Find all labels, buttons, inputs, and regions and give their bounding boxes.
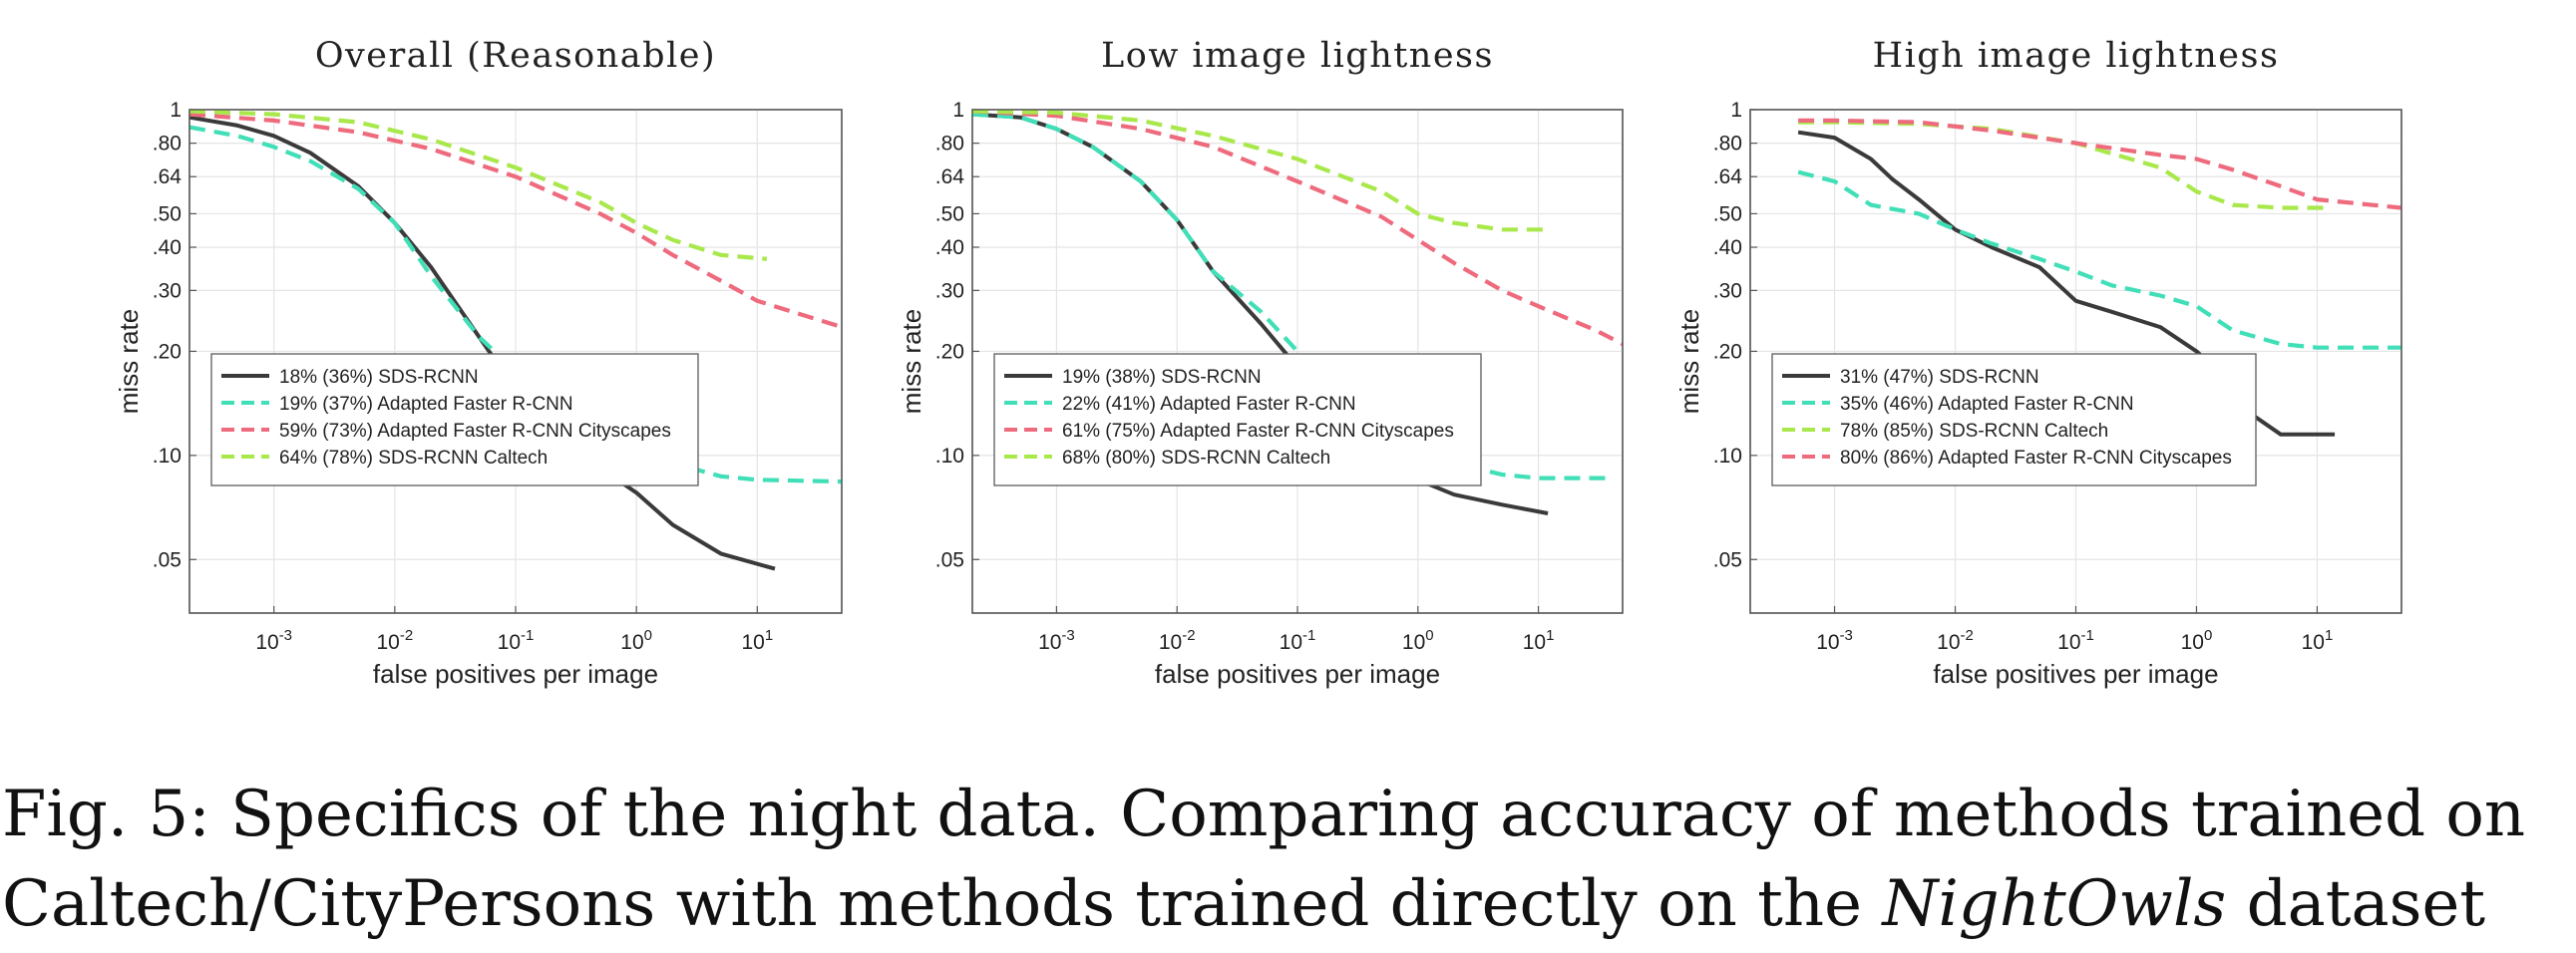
x-tick-label: 100 <box>620 627 652 654</box>
x-tick-label: 10-2 <box>1159 627 1196 654</box>
legend-label: 19% (37%) Adapted Faster R-CNN <box>279 394 573 415</box>
caption-line-1: Fig. 5: Specifics of the night data. Com… <box>2 778 2526 851</box>
y-tick-label: 1 <box>170 99 182 122</box>
caption-line-2: Caltech/CityPersons with methods trained… <box>2 859 2575 949</box>
y-tick-label: .40 <box>153 236 182 259</box>
x-tick-label: 10-1 <box>498 627 535 654</box>
x-axis-label: false positives per image <box>1155 659 1440 689</box>
y-tick-label: .10 <box>935 445 964 468</box>
y-tick-label: .80 <box>1713 133 1742 156</box>
y-tick-label: .30 <box>153 279 182 302</box>
legend-box <box>1771 353 2257 486</box>
chart-panel-2: 10-3 10-2 10-1 100 101 .05 .10 .20 .30 .40 .50 .64.… <box>897 36 1624 689</box>
x-tick-label: 100 <box>1402 627 1434 654</box>
legend-label: 64% (78%) SDS-RCNN Caltech <box>279 448 548 469</box>
chart-panel-1: 10-3 10-2 10-1 100 101 .05 .10 .20 .30 .40 .50 .64.… <box>114 36 843 689</box>
legend: 18% (36%) SDS-RCNN 19% (37%) Adapted Fast… <box>210 353 699 486</box>
x-tick-label: 101 <box>741 627 773 654</box>
y-tick-label: .50 <box>1713 202 1742 225</box>
series-line-4 <box>971 109 1549 232</box>
y-tick-label: .30 <box>935 279 964 302</box>
y-tick-label: .40 <box>935 236 964 259</box>
y-tick-label: .40 <box>1713 236 1742 259</box>
chart-panel-3: 10-3 10-2 10-1 100 101 .05 .10 .20 .30 .40 .50 .64.… <box>1674 36 2402 689</box>
legend-label: 68% (80%) SDS-RCNN Caltech <box>1062 448 1330 469</box>
plot-frame <box>1749 109 2402 614</box>
x-tick-label: 10-3 <box>1816 627 1853 654</box>
y-tick-label: .20 <box>1713 340 1742 363</box>
x-axis-label: false positives per image <box>373 659 658 689</box>
y-tick-label: .64 <box>935 165 965 188</box>
y-tick-label: .10 <box>1713 445 1742 468</box>
caption-dataset-name: NightOwls <box>1882 867 2227 941</box>
caption-line-2-suffix: dataset <box>2226 867 2486 941</box>
caption-line-2-prefix: Caltech/CityPersons with methods trained… <box>2 867 1883 941</box>
series-line-2 <box>1797 169 2401 350</box>
y-tick-label: .80 <box>935 133 964 156</box>
figure-caption: Fig. 5: Specifics of the night data. Com… <box>2 770 2575 949</box>
x-tick-label: 10-3 <box>255 627 292 654</box>
y-axis-label: miss rate <box>114 309 144 414</box>
legend-label: 19% (38%) SDS-RCNN <box>1062 367 1262 388</box>
x-tick-label: 10-2 <box>1937 627 1974 654</box>
y-axis-label: miss rate <box>1674 309 1704 414</box>
chart-title: High image lightness <box>1873 36 2280 76</box>
series-line-3 <box>971 109 1624 346</box>
y-tick-label: .20 <box>153 340 182 363</box>
series-line-3 <box>188 112 843 330</box>
x-tick-label: 10-1 <box>2057 627 2094 654</box>
y-tick-label: .20 <box>935 340 964 363</box>
x-tick-label: 100 <box>2181 627 2213 654</box>
series-line-4 <box>188 109 768 261</box>
x-tick-label: 10-1 <box>1280 627 1316 654</box>
y-tick-label: .50 <box>153 202 182 225</box>
x-axis-label: false positives per image <box>1933 659 2218 689</box>
y-tick-label: .05 <box>153 548 182 571</box>
legend: 19% (38%) SDS-RCNN 22% (41%) Adapted Fast… <box>993 353 1482 486</box>
y-axis-label: miss rate <box>897 309 926 414</box>
legend-label: 78% (85%) SDS-RCNN Caltech <box>1840 421 2108 442</box>
chart-title: Low image lightness <box>1101 36 1494 76</box>
x-tick-label: 10-2 <box>376 627 413 654</box>
series-line-1 <box>188 115 776 571</box>
y-tick-label: .64 <box>1713 165 1743 188</box>
x-tick-label: 10-3 <box>1038 627 1075 654</box>
legend-box <box>210 353 699 486</box>
y-tick-label: .64 <box>153 165 183 188</box>
y-tick-label: 1 <box>952 99 964 122</box>
plot-frame <box>188 109 843 614</box>
legend-label: 80% (86%) Adapted Faster R-CNN Cityscape… <box>1840 448 2232 469</box>
x-tick-label: 101 <box>1523 627 1555 654</box>
y-tick-label: .05 <box>1713 548 1742 571</box>
x-tick-label: 101 <box>2302 627 2334 654</box>
figure: 10-3 10-2 10-1 100 101 .05 .10 .20 .30 .40 .50 .64.… <box>114 36 2402 689</box>
legend-label: 35% (46%) Adapted Faster R-CNN <box>1840 394 2134 415</box>
legend-label: 18% (36%) SDS-RCNN <box>279 367 479 388</box>
legend-label: 22% (41%) Adapted Faster R-CNN <box>1062 394 1356 415</box>
legend: 31% (47%) SDS-RCNN 35% (46%) Adapted Fast… <box>1771 353 2257 486</box>
y-tick-label: .80 <box>153 133 182 156</box>
legend-label: 31% (47%) SDS-RCNN <box>1840 367 2039 388</box>
series-line-1 <box>971 112 1549 515</box>
plot-frame <box>971 109 1624 614</box>
chart-title: Overall (Reasonable) <box>315 36 716 76</box>
legend-label: 61% (75%) Adapted Faster R-CNN Cityscape… <box>1062 421 1454 442</box>
y-tick-label: .10 <box>153 445 182 468</box>
series-line-4 <box>1798 118 2402 210</box>
legend-label: 59% (73%) Adapted Faster R-CNN Cityscape… <box>279 421 671 442</box>
legend-box <box>993 353 1482 486</box>
y-tick-label: .30 <box>1713 279 1742 302</box>
y-tick-label: 1 <box>1730 99 1742 122</box>
y-tick-label: .05 <box>935 548 964 571</box>
y-tick-label: .50 <box>935 202 964 225</box>
